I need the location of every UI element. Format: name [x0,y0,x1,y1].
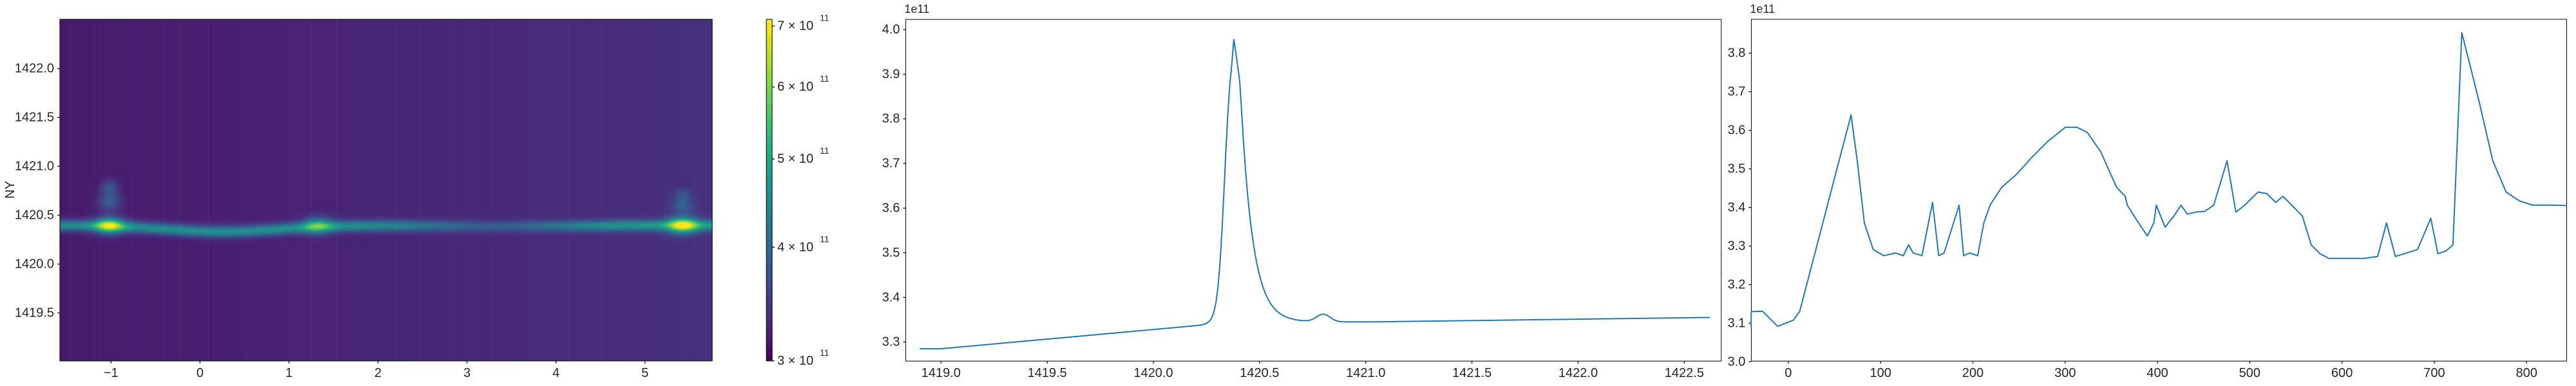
svg-text:100: 100 [1870,366,1891,380]
svg-text:11: 11 [820,73,829,84]
svg-text:1422.0: 1422.0 [15,62,54,76]
svg-text:3.4: 3.4 [882,290,900,304]
svg-text:4 × 10: 4 × 10 [777,240,813,254]
svg-text:200: 200 [1962,366,1984,380]
svg-text:5 × 10: 5 × 10 [777,152,813,166]
svg-text:1: 1 [285,366,292,380]
svg-text:400: 400 [2146,366,2168,380]
svg-text:1e11: 1e11 [1750,3,1775,15]
svg-text:3.7: 3.7 [1728,85,1746,99]
svg-text:500: 500 [2239,366,2260,380]
svg-text:1420.0: 1420.0 [15,257,54,271]
svg-text:11: 11 [820,12,829,23]
svg-text:3.3: 3.3 [882,335,900,349]
svg-text:3.0: 3.0 [1728,354,1746,369]
svg-text:300: 300 [2054,366,2076,380]
svg-text:0: 0 [1785,366,1792,380]
svg-text:1420.5: 1420.5 [15,208,54,222]
svg-text:1421.5: 1421.5 [1452,366,1492,380]
svg-text:3.6: 3.6 [1728,124,1746,138]
svg-text:1422.5: 1422.5 [1665,366,1704,380]
svg-text:2: 2 [374,366,381,380]
svg-text:1419.5: 1419.5 [1028,366,1067,380]
svg-text:3.2: 3.2 [1728,277,1746,291]
svg-text:11: 11 [820,347,829,358]
svg-text:1e11: 1e11 [904,3,929,15]
svg-text:1422.0: 1422.0 [1558,366,1598,380]
svg-text:3.8: 3.8 [1728,46,1746,60]
svg-text:3.6: 3.6 [882,201,900,216]
svg-text:3: 3 [464,366,471,380]
svg-text:3.4: 3.4 [1728,200,1746,214]
svg-text:7 × 10: 7 × 10 [777,19,813,33]
svg-text:11: 11 [820,234,829,244]
svg-text:3.5: 3.5 [1728,162,1746,176]
svg-text:1419.5: 1419.5 [15,306,54,320]
svg-text:1419.0: 1419.0 [922,366,961,380]
svg-text:3.1: 3.1 [1728,316,1746,330]
svg-text:NY: NY [3,181,17,199]
svg-text:3 × 10: 3 × 10 [777,354,813,368]
svg-text:3.3: 3.3 [1728,239,1746,253]
svg-text:1420.0: 1420.0 [1133,366,1173,380]
svg-text:1420.5: 1420.5 [1240,366,1279,380]
svg-text:3.9: 3.9 [882,67,900,81]
svg-text:11: 11 [820,145,829,156]
svg-text:−1: −1 [104,366,118,380]
svg-text:1421.0: 1421.0 [1346,366,1385,380]
svg-text:1421.0: 1421.0 [15,159,54,173]
svg-text:5: 5 [641,366,649,380]
svg-text:800: 800 [2516,366,2537,380]
svg-text:1421.5: 1421.5 [15,110,54,124]
svg-text:4: 4 [553,366,560,380]
svg-text:6 × 10: 6 × 10 [777,80,813,94]
svg-text:4.0: 4.0 [882,23,900,37]
svg-text:0: 0 [196,366,204,380]
svg-text:3.8: 3.8 [882,112,900,126]
svg-text:600: 600 [2331,366,2353,380]
svg-text:3.5: 3.5 [882,246,900,260]
svg-text:3.7: 3.7 [882,156,900,170]
svg-text:700: 700 [2423,366,2445,380]
